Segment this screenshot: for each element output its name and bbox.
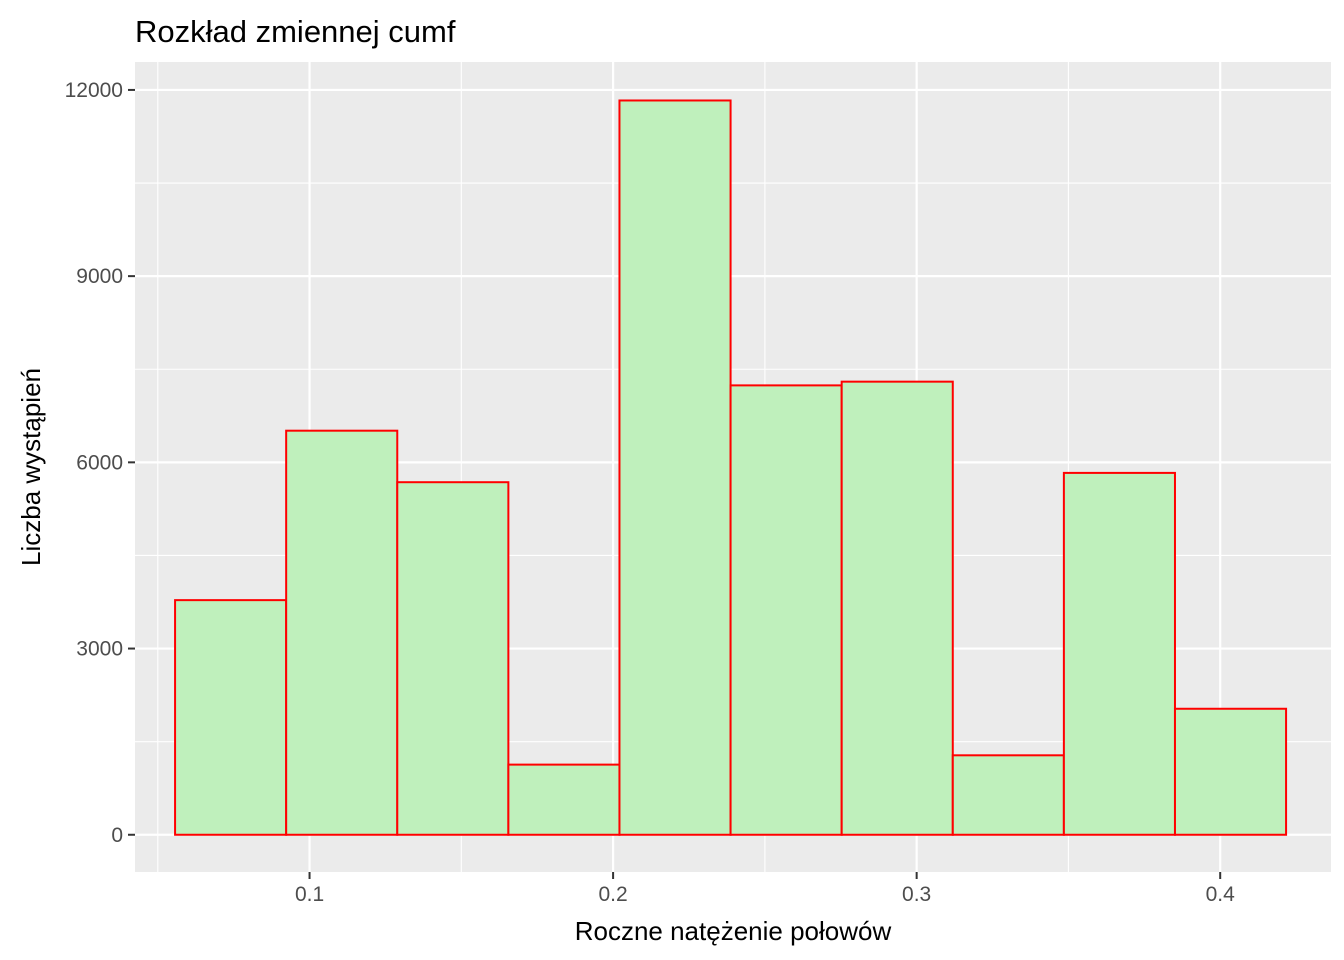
y-tick-label: 6000	[76, 451, 123, 474]
histogram-bars	[174, 99, 1288, 836]
x-axis-title: Roczne natężenie połowów	[575, 916, 892, 946]
y-tick-label: 12000	[65, 79, 123, 102]
y-axis-title: Liczba wystąpień	[16, 368, 46, 566]
y-tick-label: 9000	[76, 265, 123, 288]
x-tick-label: 0.2	[598, 883, 627, 906]
histogram-bar-3	[396, 481, 510, 836]
chart-title: Rozkład zmiennej cumf	[135, 14, 456, 49]
histogram-bar-2	[285, 429, 399, 836]
x-tick-label: 0.1	[295, 883, 324, 906]
x-tick-label: 0.4	[1206, 883, 1236, 906]
histogram-bar-1	[174, 599, 288, 836]
x-tick-label: 0.3	[902, 883, 931, 906]
histogram-bar-5	[618, 99, 732, 836]
histogram-bar-4	[507, 763, 621, 836]
histogram-bar-6	[729, 384, 843, 836]
x-axis: 0.1 0.2 0.3 0.4	[295, 872, 1235, 906]
y-tick-label: 3000	[76, 638, 123, 661]
histogram-bar-8	[951, 754, 1065, 836]
y-axis: 0 3000 6000 9000 12000	[65, 79, 135, 847]
histogram-bar-9	[1062, 471, 1176, 836]
histogram-bar-7	[840, 380, 954, 836]
histogram-bar-10	[1173, 707, 1288, 836]
y-tick-label: 0	[111, 824, 123, 847]
